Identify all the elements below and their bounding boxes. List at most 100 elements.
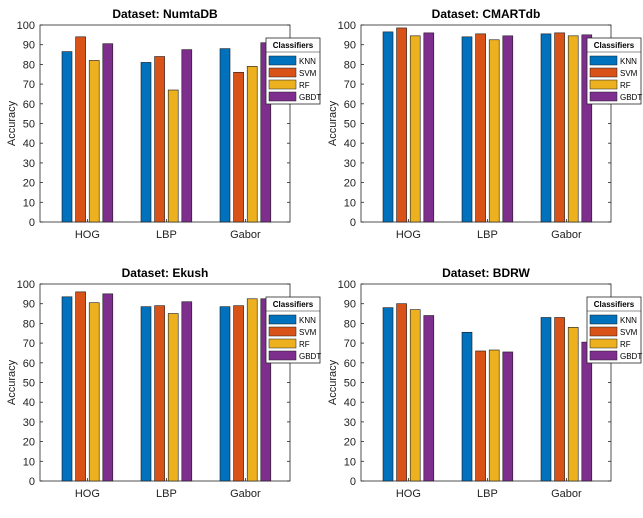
bar-gbdt-hog [423, 32, 435, 223]
y-tick-label: 40 [344, 138, 356, 150]
x-tick-label: Gabor [551, 229, 582, 241]
bar-svm-hog [75, 36, 86, 223]
bar-svm-hog [396, 27, 407, 223]
y-tick-label: 30 [344, 158, 356, 170]
bar-rf-hog [409, 35, 421, 223]
bar-knn-lbp [461, 331, 473, 482]
legend-swatch [268, 314, 297, 325]
chart-title: Dataset: CMARTdb [432, 7, 541, 21]
y-tick-label: 90 [344, 299, 356, 311]
legend-entry-label: RF [620, 340, 631, 349]
y-tick-label: 50 [344, 119, 356, 131]
bar-rf-hog [88, 302, 100, 482]
x-tick-label: Gabor [230, 229, 261, 241]
chart-svg: Dataset: Ekush 0 10 20 30 40 50 60 70 80 90 100 Accu… [6, 266, 321, 500]
x-tick-label: LBP [477, 488, 498, 500]
bar-rf-gabor [567, 35, 579, 223]
y-tick-label: 40 [344, 397, 356, 409]
bar-rf-gabor [246, 298, 258, 482]
legend-swatch [268, 326, 297, 337]
legend: Classifiers KNN SVM RF GBDT [586, 37, 642, 105]
y-tick-label: 10 [344, 197, 356, 209]
bar-knn-hog [382, 307, 394, 482]
bar-knn-hog [61, 51, 73, 223]
x-tick-label: LBP [477, 229, 498, 241]
bar-gbdt-lbp [502, 351, 514, 482]
chart-svg: Dataset: CMARTdb 0 10 20 30 40 50 60 70 80 90 100 Ac… [327, 7, 642, 241]
bar-svm-hog [75, 291, 86, 482]
y-tick-label: 100 [17, 20, 35, 32]
bar-rf-hog [409, 309, 421, 482]
bar-rf-lbp [488, 39, 500, 223]
y-tick-label: 30 [23, 417, 35, 429]
legend-swatch [268, 67, 297, 78]
chart-title: Dataset: Ekush [122, 266, 209, 280]
chart-svg: Dataset: BDRW 0 10 20 30 40 50 60 70 80 90 100 Accur… [327, 266, 642, 500]
legend-entry-label: GBDT [620, 93, 642, 102]
y-axis-label: Accuracy [6, 100, 18, 146]
bar-svm-lbp [154, 56, 165, 223]
bar-gbdt-lbp [181, 49, 193, 223]
legend-swatch [589, 326, 618, 337]
legend-entry-label: RF [299, 340, 310, 349]
legend-swatch [589, 55, 618, 66]
x-tick-label: Gabor [230, 488, 261, 500]
bar-gbdt-gabor [581, 34, 593, 223]
legend-entry-label: KNN [620, 316, 637, 325]
y-tick-label: 30 [344, 417, 356, 429]
y-tick-label: 70 [23, 338, 35, 350]
legend: Classifiers KNN SVM RF GBDT [265, 296, 321, 364]
legend-title: Classifiers [273, 300, 314, 309]
bar-knn-lbp [140, 306, 152, 482]
y-tick-label: 40 [23, 397, 35, 409]
x-tick-label: HOG [75, 488, 100, 500]
legend-swatch [268, 79, 297, 90]
y-tick-label: 10 [344, 456, 356, 468]
x-tick-label: HOG [396, 229, 421, 241]
y-tick-label: 60 [23, 99, 35, 111]
x-tick-label: HOG [75, 229, 100, 241]
y-tick-label: 60 [344, 358, 356, 370]
legend-entry-label: SVM [620, 328, 638, 337]
y-tick-label: 90 [23, 40, 35, 52]
bar-knn-gabor [219, 48, 231, 223]
y-tick-label: 30 [23, 158, 35, 170]
chart-svg: Dataset: NumtaDB 0 10 20 30 40 50 60 70 80 90 100 Ac… [6, 7, 321, 241]
legend-swatch [589, 350, 618, 361]
legend-swatch [268, 91, 297, 102]
bar-gbdt-lbp [181, 301, 193, 482]
bar-knn-lbp [140, 62, 152, 223]
legend-swatch [589, 314, 618, 325]
y-tick-label: 70 [344, 338, 356, 350]
bar-knn-hog [382, 31, 394, 223]
legend-entry-label: RF [620, 81, 631, 90]
y-tick-label: 80 [23, 318, 35, 330]
bar-gbdt-lbp [502, 35, 514, 223]
legend-swatch [589, 67, 618, 78]
legend-entry-label: RF [299, 81, 310, 90]
y-tick-label: 0 [350, 476, 356, 488]
legend: Classifiers KNN SVM RF GBDT [265, 37, 321, 105]
chart-title: Dataset: BDRW [442, 266, 530, 280]
bar-svm-lbp [154, 305, 165, 482]
bar-svm-gabor [233, 305, 244, 482]
legend-entry-label: SVM [299, 69, 317, 78]
x-tick-label: HOG [396, 488, 421, 500]
y-tick-label: 0 [29, 476, 35, 488]
bar-svm-gabor [554, 32, 565, 223]
y-tick-label: 20 [23, 178, 35, 190]
bar-knn-hog [61, 296, 73, 482]
chart-panel-bdrw: Dataset: BDRW 0 10 20 30 40 50 60 70 80 90 100 Accur… [321, 259, 642, 518]
legend-entry-label: KNN [299, 316, 316, 325]
legend-entry-label: GBDT [299, 352, 321, 361]
bar-knn-lbp [461, 36, 473, 223]
legend-title: Classifiers [594, 300, 635, 309]
y-tick-label: 90 [344, 40, 356, 52]
bar-gbdt-hog [102, 43, 114, 223]
bar-svm-gabor [233, 71, 244, 223]
legend-swatch [268, 55, 297, 66]
y-tick-label: 0 [350, 217, 356, 229]
chart-panel-numtadb: Dataset: NumtaDB 0 10 20 30 40 50 60 70 80 90 100 Ac… [0, 0, 321, 259]
y-tick-label: 20 [344, 178, 356, 190]
legend-title: Classifiers [273, 41, 314, 50]
